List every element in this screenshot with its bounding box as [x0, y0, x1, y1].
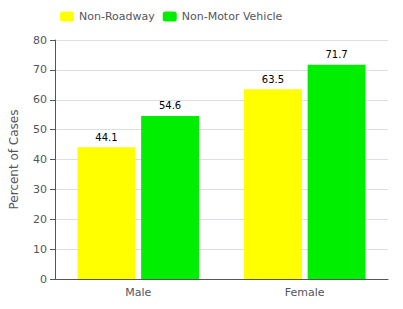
svg-text:0: 0	[40, 273, 47, 286]
svg-text:20: 20	[33, 213, 47, 226]
svg-text:70: 70	[33, 63, 47, 76]
svg-text:Female: Female	[285, 286, 325, 299]
svg-text:40: 40	[33, 153, 47, 166]
svg-text:63.5: 63.5	[262, 74, 284, 85]
svg-text:50: 50	[33, 123, 47, 136]
svg-text:Non-Roadway: Non-Roadway	[79, 10, 155, 23]
svg-text:54.6: 54.6	[159, 100, 181, 111]
svg-text:30: 30	[33, 183, 47, 196]
svg-text:Percent of Cases: Percent of Cases	[7, 110, 21, 210]
svg-text:Male: Male	[125, 286, 151, 299]
svg-text:Non-Motor Vehicle: Non-Motor Vehicle	[182, 10, 283, 23]
svg-text:71.7: 71.7	[325, 49, 347, 60]
svg-text:60: 60	[33, 93, 47, 106]
svg-text:44.1: 44.1	[95, 132, 117, 143]
svg-text:80: 80	[33, 34, 47, 47]
svg-text:10: 10	[33, 243, 47, 256]
